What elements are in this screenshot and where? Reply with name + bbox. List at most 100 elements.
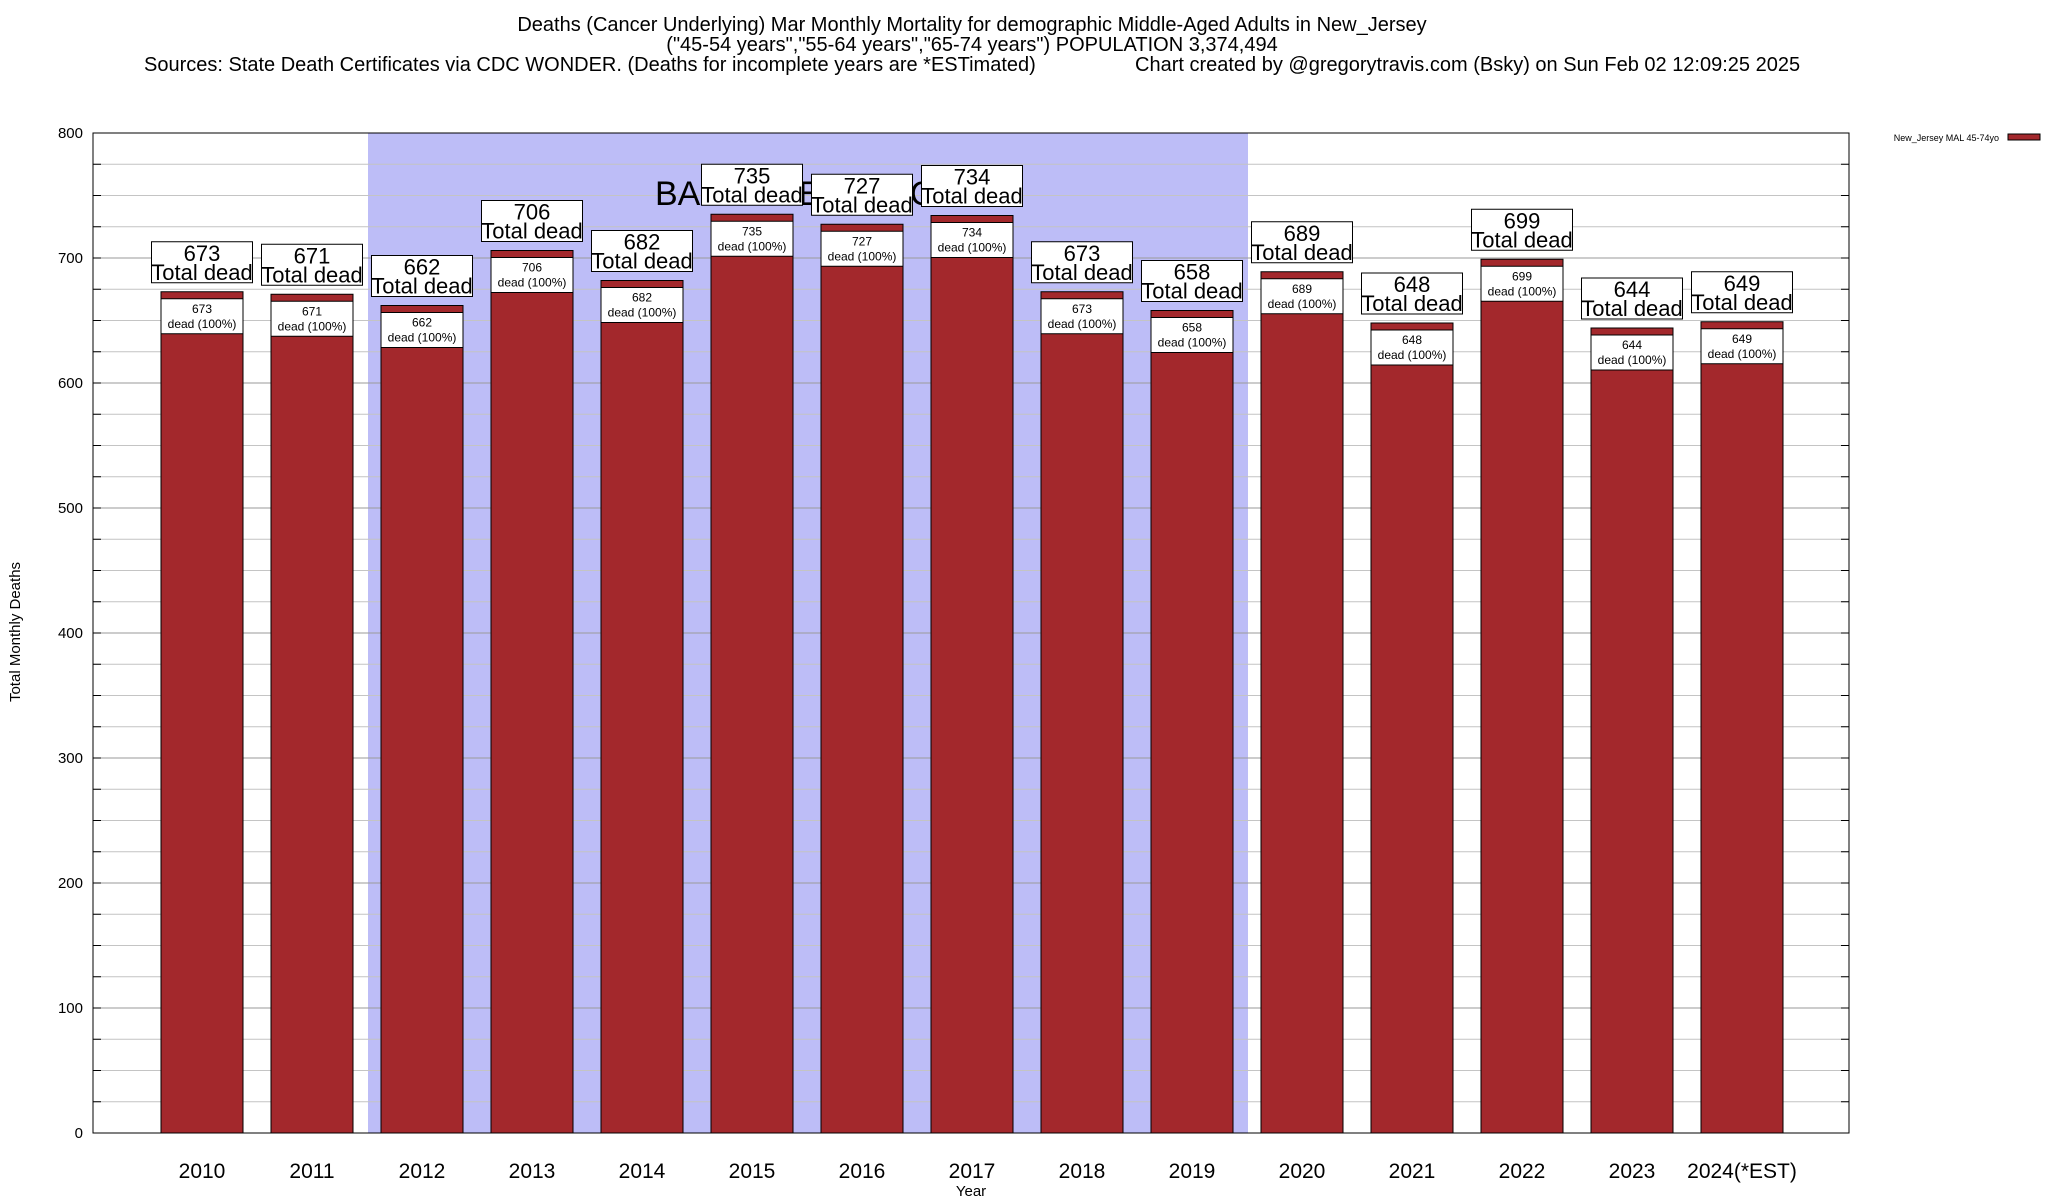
y-tick-label: 300	[58, 750, 83, 767]
total-dead-label: Total dead	[1251, 240, 1353, 265]
chart-sources: Sources: State Death Certificates via CD…	[144, 54, 1036, 76]
plot-frame	[92, 132, 1850, 1134]
inner-percent-label: dead (100%)	[1708, 347, 1777, 361]
total-value-label: 706	[514, 200, 551, 225]
total-label-box	[1691, 271, 1793, 314]
total-dead-label: Total dead	[1141, 279, 1243, 304]
inner-value-label: 699	[1512, 269, 1532, 283]
inner-value-label: 644	[1622, 338, 1642, 352]
bar	[1260, 271, 1344, 1134]
inner-label-box	[820, 230, 904, 267]
bar	[1590, 327, 1674, 1134]
inner-label-box	[600, 287, 684, 323]
total-label-box	[701, 163, 803, 206]
bar	[930, 215, 1014, 1134]
inner-percent-label: dead (100%)	[608, 306, 677, 320]
total-dead-label: Total dead	[371, 274, 473, 299]
inner-percent-label: dead (100%)	[1378, 348, 1447, 362]
total-label-box	[1581, 277, 1683, 320]
inner-value-label: 735	[742, 224, 762, 238]
inner-percent-label: dead (100%)	[1598, 353, 1667, 367]
bar	[600, 280, 684, 1134]
total-value-label: 673	[184, 241, 221, 266]
total-value-label: 682	[624, 230, 661, 255]
y-axis-title: Total Monthly Deaths	[7, 562, 24, 702]
bar	[380, 305, 464, 1134]
total-label-box	[151, 241, 253, 284]
chart-credit: Chart created by @gregorytravis.com (Bsk…	[1135, 54, 1800, 76]
bar	[1150, 310, 1234, 1134]
total-value-label: 735	[734, 163, 771, 188]
total-value-label: 671	[294, 243, 331, 268]
inner-percent-label: dead (100%)	[278, 319, 347, 333]
x-tick-label: 2020	[1279, 1160, 1326, 1183]
inner-value-label: 673	[1072, 302, 1092, 316]
y-tick-label: 400	[58, 625, 83, 642]
x-tick-label: 2024(*EST)	[1687, 1160, 1797, 1183]
total-dead-label: Total dead	[1031, 260, 1133, 285]
total-label-box	[261, 243, 363, 286]
inner-label-box	[1150, 317, 1234, 353]
bar	[1040, 291, 1124, 1134]
total-label-box	[1471, 208, 1573, 251]
bar	[270, 293, 354, 1134]
inner-value-label: 658	[1182, 321, 1202, 335]
total-value-label: 727	[844, 173, 881, 198]
inner-value-label: 671	[302, 304, 322, 318]
total-label-box	[1141, 260, 1243, 302]
bar	[160, 291, 244, 1134]
legend-label: New_Jersey MAL 45-74yo	[1894, 133, 1999, 143]
total-value-label: 689	[1284, 221, 1321, 246]
inner-label-box	[380, 312, 464, 348]
inner-label-box	[1040, 298, 1124, 335]
y-tick-label: 200	[58, 875, 83, 892]
bar	[1370, 322, 1454, 1134]
total-value-label: 649	[1724, 271, 1761, 296]
y-tick-label: 100	[58, 1000, 83, 1017]
total-value-label: 662	[404, 255, 441, 280]
inner-percent-label: dead (100%)	[168, 317, 237, 331]
total-label-box	[591, 230, 693, 272]
total-dead-label: Total dead	[1471, 227, 1573, 252]
x-tick-label: 2019	[1169, 1160, 1216, 1183]
inner-percent-label: dead (100%)	[1488, 284, 1557, 298]
x-tick-label: 2017	[949, 1160, 996, 1183]
inner-value-label: 734	[962, 226, 982, 240]
inner-label-box	[490, 257, 574, 293]
inner-label-box	[270, 300, 354, 337]
inner-percent-label: dead (100%)	[1048, 317, 1117, 331]
inner-value-label: 649	[1732, 332, 1752, 346]
x-tick-label: 2011	[289, 1160, 334, 1183]
total-dead-label: Total dead	[921, 184, 1023, 209]
bar	[710, 213, 794, 1134]
x-tick-label: 2012	[399, 1160, 446, 1183]
total-dead-label: Total dead	[1361, 291, 1463, 316]
inner-value-label: 689	[1292, 282, 1312, 296]
y-tick-label: 0	[75, 1125, 83, 1142]
x-tick-label: 2022	[1499, 1160, 1546, 1183]
total-label-box	[1031, 241, 1133, 284]
inner-value-label: 727	[852, 234, 872, 248]
total-value-label: 648	[1394, 272, 1431, 297]
inner-percent-label: dead (100%)	[938, 241, 1007, 255]
total-dead-label: Total dead	[1581, 296, 1683, 321]
total-dead-label: Total dead	[151, 260, 253, 285]
total-dead-label: Total dead	[261, 262, 363, 287]
total-label-box	[481, 200, 583, 242]
total-value-label: 734	[954, 165, 991, 190]
x-tick-label: 2021	[1389, 1160, 1436, 1183]
inner-percent-label: dead (100%)	[1158, 336, 1227, 350]
total-dead-label: Total dead	[811, 192, 913, 217]
bar	[1700, 321, 1784, 1134]
total-dead-label: Total dead	[1691, 290, 1793, 315]
x-tick-label: 2013	[509, 1160, 556, 1183]
inner-percent-label: dead (100%)	[498, 276, 567, 290]
x-tick-label: 2018	[1059, 1160, 1106, 1183]
total-value-label: 673	[1064, 241, 1101, 266]
bar	[1480, 258, 1564, 1134]
inner-label-box	[160, 298, 244, 335]
inner-label-box	[1480, 265, 1564, 302]
total-value-label: 699	[1504, 208, 1541, 233]
x-tick-label: 2010	[179, 1160, 226, 1183]
